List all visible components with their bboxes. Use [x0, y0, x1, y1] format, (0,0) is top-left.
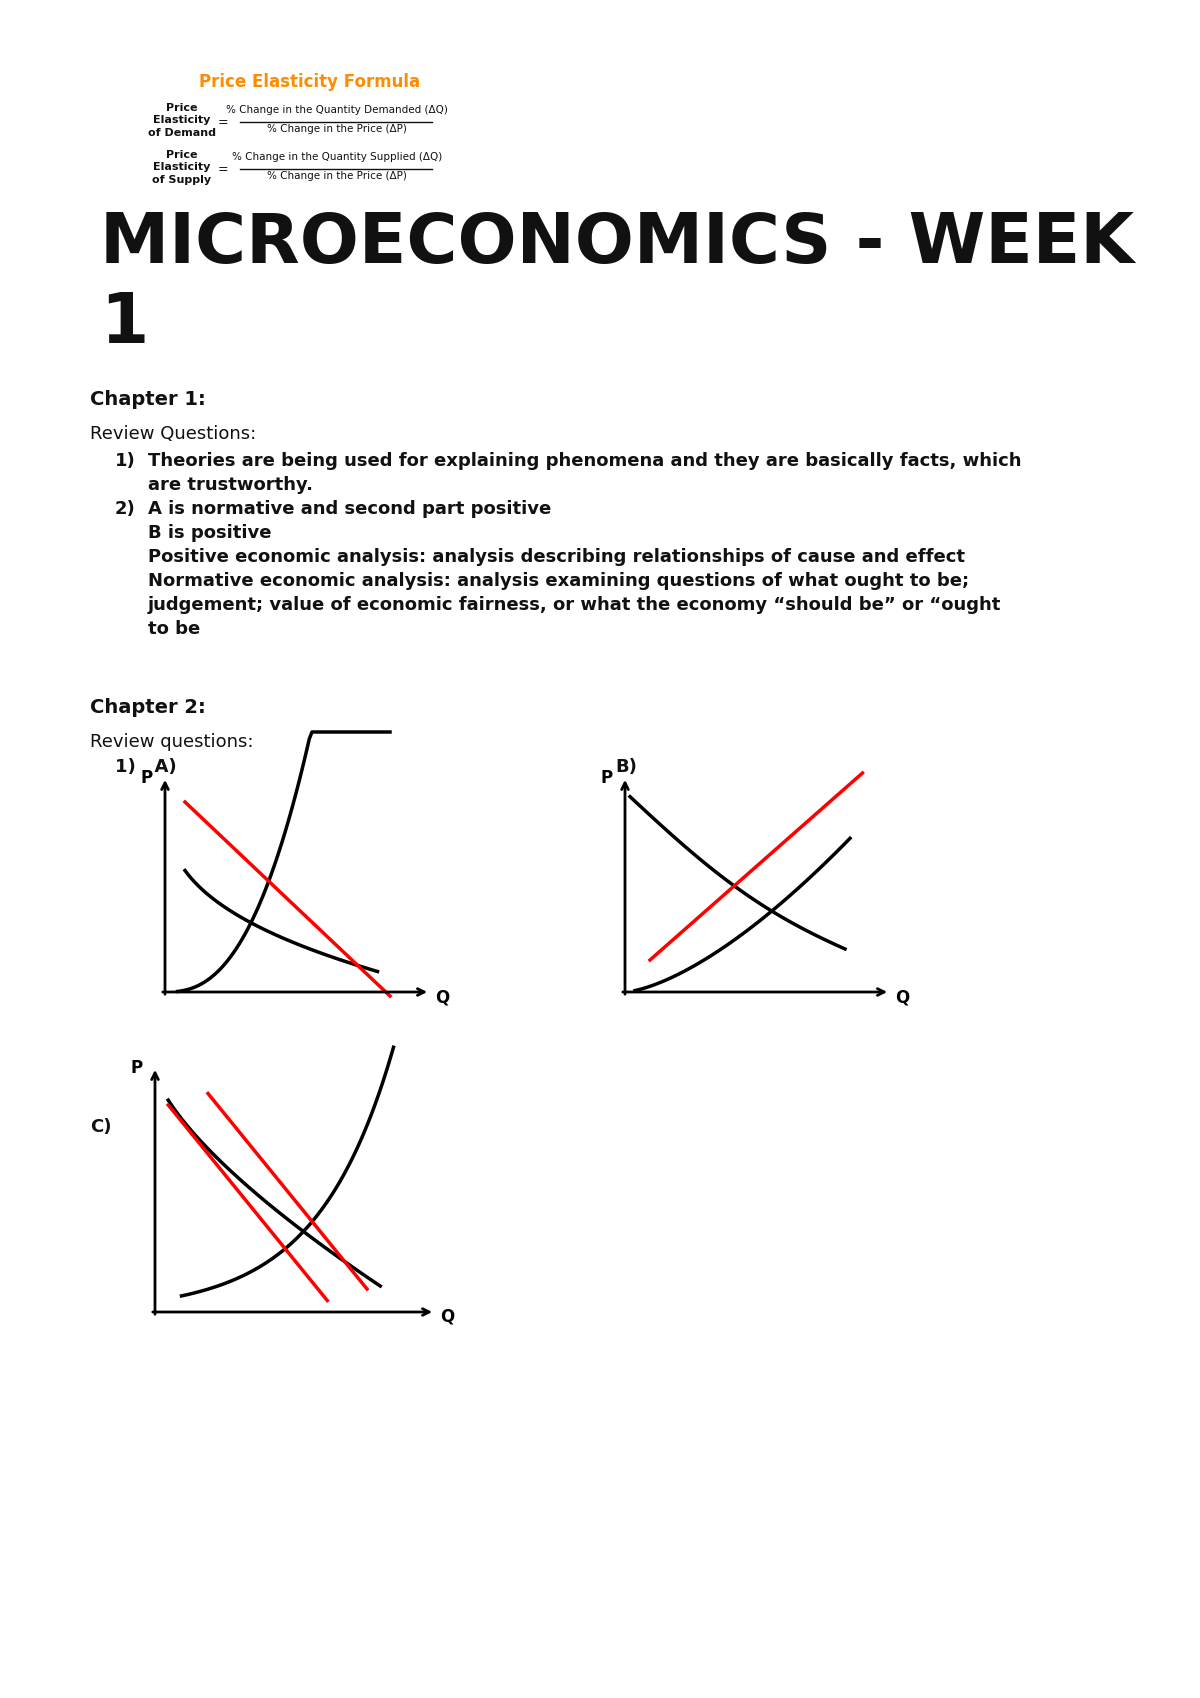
Text: % Change in the Price (ΔP): % Change in the Price (ΔP) — [268, 171, 407, 182]
Text: % Change in the Quantity Supplied (ΔQ): % Change in the Quantity Supplied (ΔQ) — [232, 153, 442, 161]
Text: judgement; value of economic fairness, or what the economy “should be” or “ought: judgement; value of economic fairness, o… — [148, 596, 1001, 615]
Text: Q: Q — [436, 988, 449, 1005]
Text: P: P — [140, 769, 154, 786]
Text: 1)   A): 1) A) — [115, 757, 176, 776]
Text: Chapter 2:: Chapter 2: — [90, 698, 205, 717]
Text: % Change in the Price (ΔP): % Change in the Price (ΔP) — [268, 124, 407, 134]
Text: P: P — [131, 1060, 143, 1077]
Text: Price
Elasticity
of Demand: Price Elasticity of Demand — [148, 104, 216, 138]
Text: are trustworthy.: are trustworthy. — [148, 475, 313, 494]
Text: Chapter 1:: Chapter 1: — [90, 391, 205, 409]
Text: Price Elasticity Formula: Price Elasticity Formula — [199, 73, 420, 92]
Text: P: P — [601, 769, 613, 786]
Text: B is positive: B is positive — [148, 525, 271, 542]
Text: Positive economic analysis: analysis describing relationships of cause and effec: Positive economic analysis: analysis des… — [148, 548, 965, 565]
Text: =: = — [217, 163, 228, 177]
Text: B): B) — [616, 757, 637, 776]
Text: 1): 1) — [115, 452, 136, 470]
Text: 2): 2) — [115, 499, 136, 518]
Text: to be: to be — [148, 620, 200, 638]
Text: 1: 1 — [100, 290, 149, 357]
Text: Review Questions:: Review Questions: — [90, 424, 257, 443]
Text: =: = — [217, 115, 228, 129]
Text: MICROECONOMICS - WEEK: MICROECONOMICS - WEEK — [100, 211, 1134, 277]
Text: Q: Q — [440, 1307, 455, 1326]
Text: % Change in the Quantity Demanded (ΔQ): % Change in the Quantity Demanded (ΔQ) — [226, 105, 448, 115]
Text: Review questions:: Review questions: — [90, 734, 253, 751]
Text: Q: Q — [895, 988, 910, 1005]
Text: C): C) — [90, 1117, 112, 1136]
Text: Theories are being used for explaining phenomena and they are basically facts, w: Theories are being used for explaining p… — [148, 452, 1021, 470]
Text: Normative economic analysis: analysis examining questions of what ought to be;: Normative economic analysis: analysis ex… — [148, 572, 970, 589]
Text: A is normative and second part positive: A is normative and second part positive — [148, 499, 551, 518]
Text: Price
Elasticity
of Supply: Price Elasticity of Supply — [152, 149, 211, 185]
